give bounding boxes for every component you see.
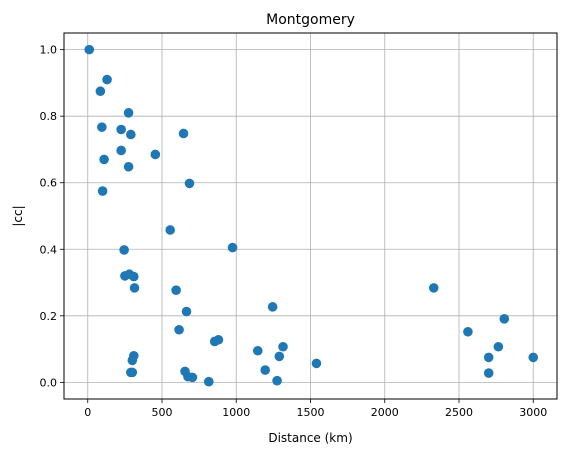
data-point	[95, 86, 106, 97]
data-point	[187, 372, 198, 383]
data-point	[260, 365, 271, 375]
chart-title: Montgomery	[266, 12, 355, 28]
data-point	[311, 358, 322, 369]
x-tick-label: 3000	[519, 406, 547, 419]
data-point	[528, 352, 539, 363]
data-point	[278, 341, 288, 352]
x-tick-label: 2500	[445, 406, 473, 419]
axis-ticks: 0 500 1000 1500 2000 2500 3000 0.0 0.2 0.4 0.6 0.8 1…	[40, 44, 548, 419]
data-point	[178, 128, 189, 139]
data-point	[209, 336, 220, 347]
data-point	[267, 302, 278, 312]
data-point	[181, 306, 192, 317]
data-point	[127, 355, 138, 366]
data-point	[499, 314, 510, 324]
y-tick-label: 1.0	[40, 44, 58, 57]
x-tick-label: 1500	[297, 406, 325, 419]
y-tick-label: 0.6	[40, 177, 58, 190]
data-point	[272, 375, 282, 386]
data-point	[128, 271, 139, 282]
data-point	[116, 145, 126, 156]
x-tick-label: 2000	[371, 406, 399, 419]
data-point	[274, 351, 285, 362]
y-tick-label: 0.0	[40, 376, 58, 389]
data-point	[126, 129, 136, 140]
data-point	[227, 242, 238, 253]
x-axis-label: Distance (km)	[268, 431, 352, 445]
data-point	[493, 341, 504, 352]
data-point	[252, 345, 263, 356]
data-point	[102, 74, 112, 85]
data-point	[483, 368, 494, 378]
data-point	[483, 352, 494, 363]
data-point	[123, 161, 134, 172]
data-points	[84, 44, 539, 387]
grid-lines	[64, 33, 557, 399]
data-point	[174, 324, 184, 335]
data-point	[99, 154, 109, 165]
data-point	[171, 285, 181, 295]
data-point	[150, 149, 161, 160]
y-tick-label: 0.8	[40, 110, 58, 123]
y-tick-label: 0.4	[40, 243, 58, 256]
data-point	[203, 376, 214, 387]
x-tick-label: 500	[152, 406, 173, 419]
data-point	[129, 283, 140, 293]
data-point	[97, 122, 107, 132]
data-point	[428, 283, 439, 293]
data-point	[127, 367, 138, 378]
y-axis-label: |cc|	[11, 205, 25, 226]
y-tick-label: 0.2	[40, 310, 58, 323]
data-point	[119, 245, 129, 255]
data-point	[116, 124, 126, 135]
data-point	[463, 326, 473, 337]
data-point	[97, 186, 108, 196]
x-tick-label: 0	[84, 406, 91, 419]
data-point	[84, 44, 95, 55]
x-tick-label: 1000	[222, 406, 250, 419]
data-point	[184, 178, 195, 189]
data-point	[165, 225, 175, 235]
data-point	[123, 108, 134, 118]
